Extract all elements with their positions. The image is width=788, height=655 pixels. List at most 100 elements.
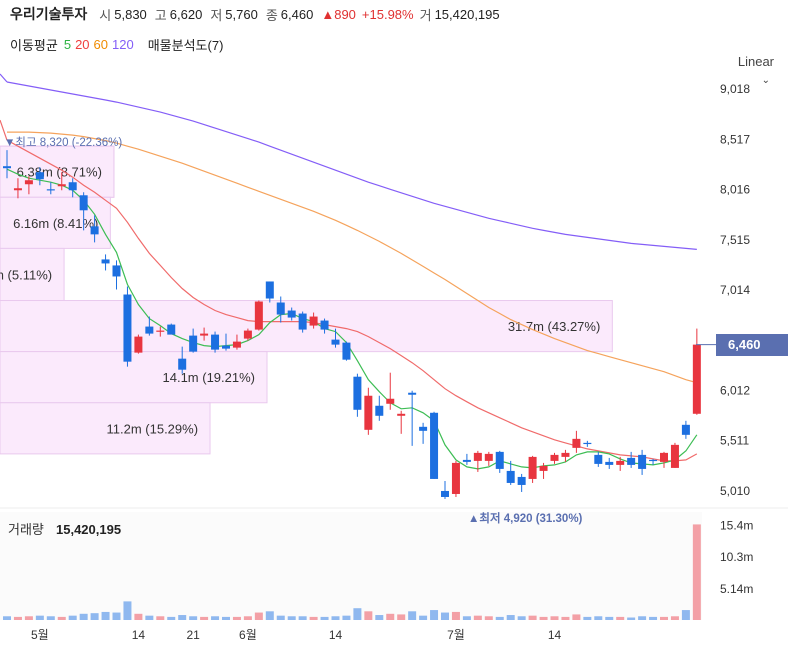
y-tick-label: 6,012 xyxy=(720,384,750,398)
ma-label[interactable]: 이동평균 xyxy=(10,38,58,53)
ma120-line-lead xyxy=(0,73,8,83)
candle-body xyxy=(397,413,406,416)
volume-bar xyxy=(232,616,241,620)
candle-body xyxy=(572,438,581,448)
x-tick-label: 21 xyxy=(186,628,200,642)
volume-bar xyxy=(35,615,44,620)
volume-bar xyxy=(451,611,460,620)
candle-body xyxy=(13,188,22,191)
volume-bar xyxy=(441,612,449,620)
high-label: 고 xyxy=(154,7,167,23)
volume-bar xyxy=(419,615,428,620)
sales-profile-label: 31.7m (43.27%) xyxy=(508,319,601,334)
candle-body xyxy=(309,316,318,326)
close-label: 종 xyxy=(265,7,278,23)
x-tick-label: 14 xyxy=(132,628,146,642)
volume-bar xyxy=(342,615,351,620)
candle-body xyxy=(320,320,329,330)
volume-bar xyxy=(211,616,220,620)
volume-bar xyxy=(605,616,614,620)
ma20-line xyxy=(6,139,698,462)
candle-body xyxy=(178,358,187,370)
volume-bar xyxy=(462,616,471,620)
volume-bar xyxy=(660,616,668,620)
volume-bar xyxy=(506,615,515,620)
volume-bar xyxy=(57,616,66,620)
x-tick-label: 14 xyxy=(329,628,343,642)
current-price-tag: 6,460 xyxy=(716,333,788,356)
x-tick-label: 14 xyxy=(548,628,562,642)
volume-bar xyxy=(484,616,493,620)
scale-mode-button[interactable]: Linear xyxy=(737,54,774,69)
volume-caption-value: 15,420,195 xyxy=(56,522,121,537)
volume-bar xyxy=(408,611,417,620)
volume-bar xyxy=(473,615,482,620)
high-annotation: ▼최고 8,320 (-22.36%) xyxy=(4,136,122,149)
candle-body xyxy=(90,226,99,235)
volume-bar xyxy=(189,616,198,620)
volume-bar xyxy=(353,608,362,620)
open-value: 5,830 xyxy=(114,6,147,22)
volume-bar xyxy=(156,616,165,620)
sales-profile-bar xyxy=(0,196,111,249)
candle-body xyxy=(232,341,241,348)
volume-bar xyxy=(627,617,636,620)
candle-body xyxy=(430,412,439,479)
sales-profile-label: 6.38m (8.71%) xyxy=(17,165,102,180)
volume-bar xyxy=(430,610,439,620)
candle-body xyxy=(638,454,647,469)
volume-bar xyxy=(320,616,329,620)
volume-bar xyxy=(550,616,559,620)
candle-body xyxy=(528,456,537,479)
ma-60[interactable]: 60 xyxy=(93,37,109,52)
sales-profile-bar xyxy=(0,351,268,404)
y-tick-label: 7,515 xyxy=(720,233,750,247)
volume-bar xyxy=(298,616,307,620)
y-tick-label: 8,517 xyxy=(720,132,750,146)
volume-bar xyxy=(134,613,143,620)
candle-body xyxy=(68,182,77,191)
volume-bar xyxy=(583,616,592,620)
volume-bar xyxy=(276,615,285,620)
volume-bar xyxy=(287,616,296,620)
candle-body xyxy=(419,426,428,431)
candle-body xyxy=(156,330,165,332)
volume-bar xyxy=(90,613,99,620)
axis-layer: 9,018 8,517 8,016 7,515 7,014 6,012 5,511 5,010… xyxy=(31,82,753,642)
candle-body xyxy=(145,326,154,334)
volume-bar xyxy=(222,616,230,620)
volume-bar xyxy=(145,615,154,620)
ma-120[interactable]: 120 xyxy=(112,37,134,52)
candle-body xyxy=(517,476,526,485)
sales-analysis-toggle[interactable]: 매물분석도(7) xyxy=(147,38,224,53)
ma20-line-lead xyxy=(0,119,8,141)
moving-average-legend: 이동평균 5 20 60 120 매물분석도(7) xyxy=(10,35,229,54)
candles-layer xyxy=(3,150,701,499)
moving-average-layer xyxy=(0,73,698,470)
candle-body xyxy=(364,395,373,430)
low-annotation: ▲최저 4,920 (31.30%) xyxy=(468,511,583,525)
volume-bar xyxy=(265,611,274,620)
sales-profile-label: 14.1m (19.21%) xyxy=(163,370,256,385)
chevron-down-icon[interactable]: ⌄ xyxy=(761,75,770,86)
sales-profile-bar xyxy=(0,402,211,455)
ma-5[interactable]: 5 xyxy=(63,37,72,52)
low-value: 5,760 xyxy=(225,6,258,22)
volume-bar xyxy=(309,616,318,620)
volume-bar xyxy=(572,614,581,620)
volume-bar xyxy=(375,615,384,620)
candle-body xyxy=(287,310,296,318)
ma-20[interactable]: 20 xyxy=(75,37,90,52)
sales-profile-label: 6.16m (8.41%) xyxy=(13,216,98,231)
candle-body xyxy=(550,454,559,461)
volume-bar xyxy=(364,611,373,620)
volume-bar xyxy=(692,524,701,620)
candle-body xyxy=(243,330,252,339)
volume-bar xyxy=(528,615,537,620)
candle-body xyxy=(660,452,668,462)
candle-body xyxy=(605,461,614,465)
volume-label: 거 xyxy=(419,7,432,23)
close-value: 6,460 xyxy=(280,6,314,22)
candle-body xyxy=(79,195,88,211)
volume-bar xyxy=(561,616,570,620)
